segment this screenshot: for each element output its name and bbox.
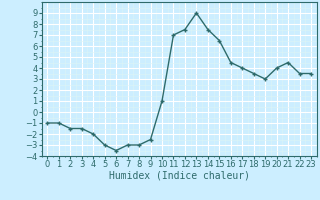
X-axis label: Humidex (Indice chaleur): Humidex (Indice chaleur) (109, 171, 250, 181)
